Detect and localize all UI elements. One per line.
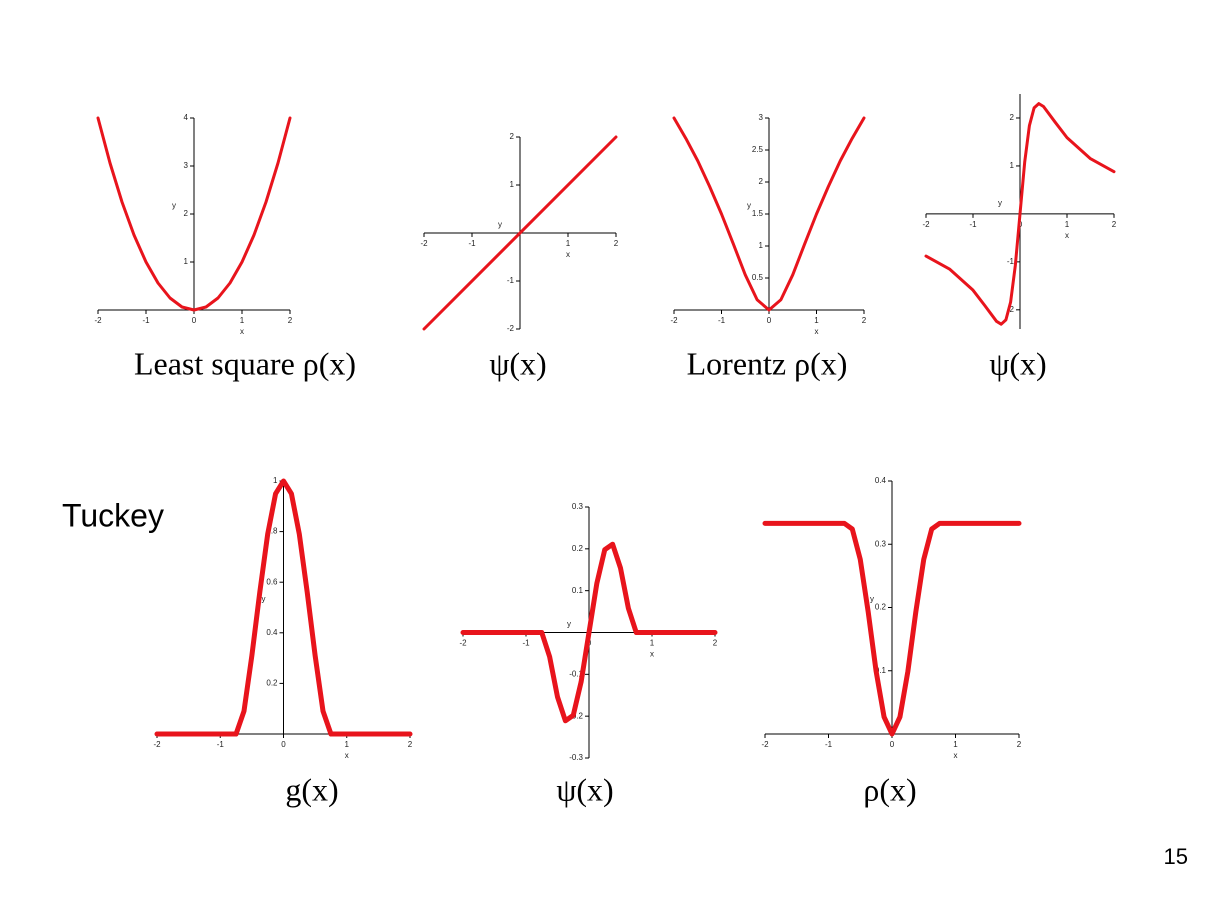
x-tick-label: 2: [862, 316, 867, 325]
y-tick-label: 0.3: [572, 502, 584, 511]
curve: [924, 102, 1116, 326]
x-tick-label: -2: [420, 239, 428, 248]
y-tick-label: 1: [1010, 161, 1015, 170]
x-tick-label: -2: [922, 220, 930, 229]
y-tick-label: 1.5: [752, 209, 764, 218]
y-tick-label: 0.8: [266, 527, 278, 536]
x-tick-label: 2: [288, 316, 293, 325]
y-tick-label: -0.3: [569, 753, 583, 762]
x-tick-label: 1: [1065, 220, 1070, 229]
x-tick-label: 1: [566, 239, 571, 248]
y-axis-label: y: [262, 595, 266, 604]
method-label: Tuckey: [62, 497, 164, 533]
y-tick-label: 2: [510, 132, 515, 141]
y-tick-label: -1: [1007, 257, 1015, 266]
curve: [762, 520, 1022, 737]
y-tick-label: -2: [507, 324, 515, 333]
y-tick-label: 4: [184, 113, 189, 122]
x-tick-label: 2: [614, 239, 619, 248]
x-axis-label: x: [1065, 231, 1069, 240]
x-tick-label: 2: [1112, 220, 1117, 229]
x-tick-label: -1: [718, 316, 726, 325]
y-tick-label: -0.1: [569, 669, 583, 678]
y-tick-label: 0.6: [266, 577, 278, 586]
y-tick-label: 3: [759, 113, 764, 122]
x-tick-label: 0: [281, 740, 286, 749]
x-tick-label: 2: [1017, 740, 1022, 749]
chart-caption: ρ(x): [863, 771, 916, 807]
curve: [422, 135, 618, 331]
y-tick-label: 3: [184, 161, 189, 170]
x-tick-label: 2: [713, 639, 718, 648]
x-tick-label: -1: [468, 239, 476, 248]
x-tick-label: -2: [153, 740, 161, 749]
y-tick-label: 2: [184, 209, 189, 218]
x-tick-label: -2: [459, 639, 467, 648]
x-tick-label: 1: [814, 316, 819, 325]
y-tick-label: 0.4: [875, 476, 887, 485]
y-tick-label: 0.1: [875, 666, 887, 675]
x-tick-label: -1: [969, 220, 977, 229]
x-axis-label: x: [650, 650, 654, 659]
y-tick-label: 1: [759, 241, 764, 250]
y-axis-label: y: [498, 220, 502, 229]
y-tick-label: 0.2: [572, 544, 584, 553]
y-tick-label: 1: [510, 180, 515, 189]
y-axis-label: y: [998, 199, 1002, 208]
y-axis-label: y: [567, 620, 571, 629]
x-tick-label: -1: [217, 740, 225, 749]
y-tick-label: 1: [273, 476, 278, 485]
x-tick-label: -1: [522, 639, 530, 648]
y-tick-label: 2: [1010, 113, 1015, 122]
x-tick-label: -2: [761, 740, 769, 749]
x-axis-label: x: [345, 751, 349, 760]
chart-caption: ψ(x): [989, 345, 1046, 381]
y-tick-label: 2.5: [752, 145, 764, 154]
x-tick-label: -2: [670, 316, 678, 325]
y-axis-label: y: [172, 201, 176, 210]
chart-caption: ψ(x): [556, 771, 613, 807]
page-number: 15: [1164, 844, 1188, 869]
x-tick-label: -2: [94, 316, 102, 325]
x-tick-label: 2: [408, 740, 413, 749]
chart-caption: ψ(x): [489, 345, 546, 381]
x-axis-label: x: [566, 250, 570, 259]
x-tick-label: 0: [890, 740, 895, 749]
y-tick-label: 0.2: [875, 603, 887, 612]
chart-caption: Least square ρ(x): [134, 345, 356, 381]
x-tick-label: 1: [650, 639, 655, 648]
y-axis-label: y: [870, 595, 874, 604]
x-tick-label: 1: [345, 740, 350, 749]
y-tick-label: 0.4: [266, 628, 278, 637]
x-axis-label: x: [240, 327, 244, 336]
x-tick-label: -1: [142, 316, 150, 325]
curve: [96, 116, 292, 312]
y-tick-label: 0.3: [875, 539, 887, 548]
y-axis-label: y: [747, 201, 751, 210]
y-tick-label: -2: [1007, 305, 1015, 314]
curve: [154, 478, 413, 737]
x-axis-label: x: [954, 751, 958, 760]
y-tick-label: 0.2: [266, 679, 278, 688]
chart-caption: g(x): [285, 771, 338, 807]
x-tick-label: 0: [767, 316, 772, 325]
curve: [460, 541, 718, 724]
y-tick-label: 0.5: [752, 273, 764, 282]
x-axis-label: x: [815, 327, 819, 336]
curve: [672, 116, 866, 312]
x-tick-label: 1: [953, 740, 958, 749]
y-tick-label: 0.1: [572, 586, 584, 595]
y-tick-label: -1: [507, 276, 515, 285]
chart-caption: Lorentz ρ(x): [687, 345, 848, 381]
y-tick-label: 1: [184, 257, 189, 266]
y-tick-label: 2: [759, 177, 764, 186]
y-tick-label: -0.2: [569, 711, 583, 720]
x-tick-label: 1: [240, 316, 245, 325]
x-tick-label: 0: [192, 316, 197, 325]
x-tick-label: -1: [825, 740, 833, 749]
